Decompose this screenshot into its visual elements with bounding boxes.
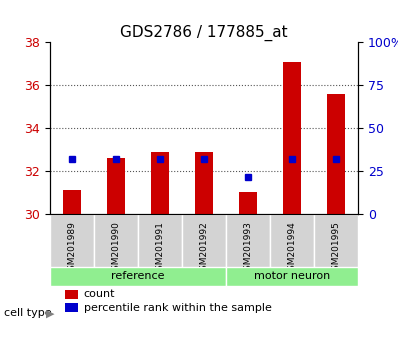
FancyBboxPatch shape bbox=[226, 213, 270, 267]
Bar bbox=[65, 290, 78, 299]
Bar bbox=[195, 152, 213, 213]
FancyBboxPatch shape bbox=[138, 213, 182, 267]
Bar bbox=[283, 62, 301, 213]
Text: ▶: ▶ bbox=[46, 308, 54, 318]
FancyBboxPatch shape bbox=[50, 213, 94, 267]
Bar bbox=[63, 190, 80, 213]
Bar bbox=[239, 192, 257, 213]
Bar bbox=[151, 152, 169, 213]
Text: GSM201990: GSM201990 bbox=[111, 222, 120, 276]
Text: count: count bbox=[84, 290, 115, 299]
Text: GSM201993: GSM201993 bbox=[244, 222, 253, 276]
Bar bbox=[107, 158, 125, 213]
Title: GDS2786 / 177885_at: GDS2786 / 177885_at bbox=[120, 25, 288, 41]
FancyBboxPatch shape bbox=[226, 267, 358, 286]
Text: cell type: cell type bbox=[4, 308, 52, 318]
Text: GSM201992: GSM201992 bbox=[199, 222, 209, 276]
Text: motor neuron: motor neuron bbox=[254, 271, 330, 281]
Text: GSM201994: GSM201994 bbox=[288, 222, 297, 276]
FancyBboxPatch shape bbox=[94, 213, 138, 267]
Bar bbox=[327, 94, 345, 213]
Text: reference: reference bbox=[111, 271, 165, 281]
Text: GSM201991: GSM201991 bbox=[155, 222, 164, 276]
FancyBboxPatch shape bbox=[182, 213, 226, 267]
FancyBboxPatch shape bbox=[50, 267, 226, 286]
Text: percentile rank within the sample: percentile rank within the sample bbox=[84, 303, 271, 313]
FancyBboxPatch shape bbox=[270, 213, 314, 267]
FancyBboxPatch shape bbox=[314, 213, 358, 267]
Bar bbox=[65, 303, 78, 312]
Text: GSM201995: GSM201995 bbox=[332, 222, 341, 276]
Text: GSM201989: GSM201989 bbox=[67, 222, 76, 276]
